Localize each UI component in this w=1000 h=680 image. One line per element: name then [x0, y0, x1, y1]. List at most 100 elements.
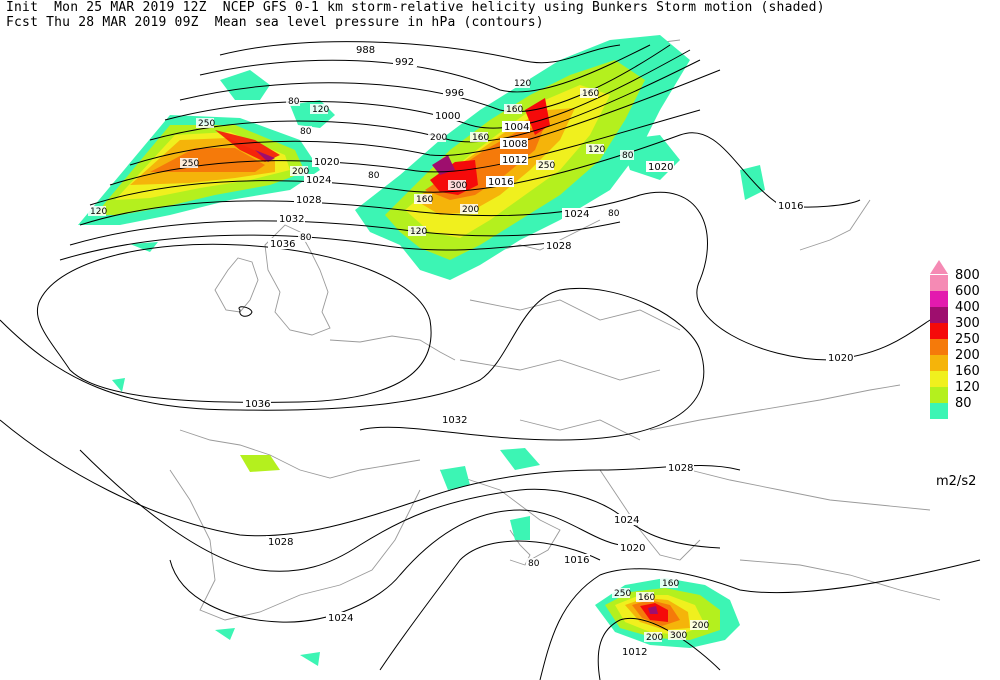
- svg-text:160: 160: [506, 105, 523, 115]
- helicity-label: 200: [690, 620, 709, 631]
- isobar-label: 1028: [294, 194, 322, 206]
- svg-text:1032: 1032: [279, 214, 304, 225]
- helicity-label: 120: [310, 104, 329, 115]
- legend-label: 80: [955, 396, 972, 411]
- svg-text:120: 120: [90, 207, 107, 217]
- svg-text:1036: 1036: [245, 399, 270, 410]
- svg-text:160: 160: [416, 195, 433, 205]
- isobar-label: 988: [354, 44, 378, 56]
- isobar-label: 1020: [312, 156, 340, 168]
- helicity-label: 250: [196, 118, 215, 129]
- helicity-label: 200: [428, 132, 447, 143]
- svg-text:160: 160: [472, 133, 489, 143]
- isobar-label: 1028: [266, 536, 294, 548]
- legend-swatch: [930, 403, 948, 419]
- svg-text:1020: 1020: [648, 162, 673, 173]
- svg-text:988: 988: [356, 45, 375, 56]
- isobar-label: 1036: [243, 398, 271, 410]
- isobar-label-group: 988 992 996 1000 1004 1008 1012 1016 102…: [243, 44, 854, 658]
- isobar-label: 1036: [268, 238, 296, 250]
- helicity-label: 120: [88, 206, 107, 217]
- legend-arrow-icon: [930, 260, 948, 274]
- helicity-label: 120: [408, 226, 427, 237]
- helicity-label: 250: [612, 588, 631, 599]
- svg-text:120: 120: [514, 79, 531, 89]
- helicity-label: 250: [180, 158, 199, 169]
- svg-text:1016: 1016: [488, 177, 513, 188]
- svg-text:200: 200: [646, 633, 663, 643]
- isobar-label: 1020: [826, 352, 854, 364]
- svg-text:1004: 1004: [504, 122, 529, 133]
- svg-text:1028: 1028: [296, 195, 321, 206]
- helicity-shading: [78, 35, 765, 666]
- legend-label: 120: [955, 380, 980, 395]
- svg-text:80: 80: [528, 559, 540, 569]
- svg-text:80: 80: [288, 97, 300, 107]
- isobar-label: 992: [393, 56, 417, 68]
- legend-swatch: [930, 323, 948, 339]
- isobar-label: 1016: [562, 554, 590, 566]
- svg-text:200: 200: [462, 205, 479, 215]
- svg-text:80: 80: [608, 209, 620, 219]
- svg-text:200: 200: [292, 167, 309, 177]
- svg-text:200: 200: [430, 133, 447, 143]
- svg-text:300: 300: [670, 631, 687, 641]
- svg-text:160: 160: [638, 593, 655, 603]
- helicity-label: 200: [290, 166, 309, 177]
- legend-label: 160: [955, 364, 980, 379]
- legend-label: 800: [955, 268, 980, 283]
- helicity-label: 160: [504, 104, 523, 115]
- legend-swatch: [930, 371, 948, 387]
- helicity-label: 80: [286, 96, 300, 107]
- svg-text:250: 250: [182, 159, 199, 169]
- svg-text:1020: 1020: [828, 353, 853, 364]
- isobar-label: 1008: [500, 138, 528, 150]
- helicity-label: 200: [644, 632, 663, 643]
- svg-text:1024: 1024: [306, 175, 331, 186]
- svg-text:1028: 1028: [668, 463, 693, 474]
- svg-text:1028: 1028: [546, 241, 571, 252]
- svg-text:250: 250: [198, 119, 215, 129]
- helicity-label: 120: [586, 144, 605, 155]
- isobar-label: 1004: [502, 121, 530, 133]
- isobar-label: 1024: [562, 208, 590, 220]
- legend-swatch: [930, 291, 948, 307]
- svg-text:1020: 1020: [314, 157, 339, 168]
- helicity-label: 160: [636, 592, 655, 603]
- svg-text:992: 992: [395, 57, 414, 68]
- helicity-label: 80: [620, 150, 634, 161]
- legend-units: m2/s2: [936, 474, 977, 489]
- svg-text:1016: 1016: [564, 555, 589, 566]
- svg-text:1024: 1024: [614, 515, 639, 526]
- legend-label: 250: [955, 332, 980, 347]
- isobar-label: 1032: [440, 414, 468, 426]
- helicity-label: 200: [460, 204, 479, 215]
- helicity-label: 120: [512, 78, 531, 89]
- svg-text:1028: 1028: [268, 537, 293, 548]
- svg-text:1012: 1012: [502, 155, 527, 166]
- svg-text:250: 250: [538, 161, 555, 171]
- isobar-label: 996: [443, 87, 467, 99]
- isobar-label: 1016: [486, 176, 514, 188]
- svg-text:160: 160: [662, 579, 679, 589]
- helicity-label: 160: [470, 132, 489, 143]
- legend-swatch: [930, 387, 948, 403]
- helicity-label: 80: [606, 208, 620, 219]
- helicity-label: 80: [526, 558, 540, 569]
- legend-swatch: [930, 275, 948, 291]
- svg-text:120: 120: [588, 145, 605, 155]
- helicity-label: 80: [366, 170, 380, 181]
- svg-text:200: 200: [692, 621, 709, 631]
- isobar-label: 1032: [277, 213, 305, 225]
- legend-label: 600: [955, 284, 980, 299]
- header-line-1: Init Mon 25 MAR 2019 12Z NCEP GFS 0-1 km…: [6, 0, 825, 15]
- svg-text:250: 250: [614, 589, 631, 599]
- helicity-label-group: 250 250 200 120 80 160 120 200 160 300 1…: [88, 78, 709, 643]
- isobar-label: 1012: [500, 154, 528, 166]
- svg-text:1008: 1008: [502, 139, 527, 150]
- legend-label: 300: [955, 316, 980, 331]
- helicity-label: 80: [298, 232, 312, 243]
- svg-text:1036: 1036: [270, 239, 295, 250]
- helicity-label: 250: [536, 160, 555, 171]
